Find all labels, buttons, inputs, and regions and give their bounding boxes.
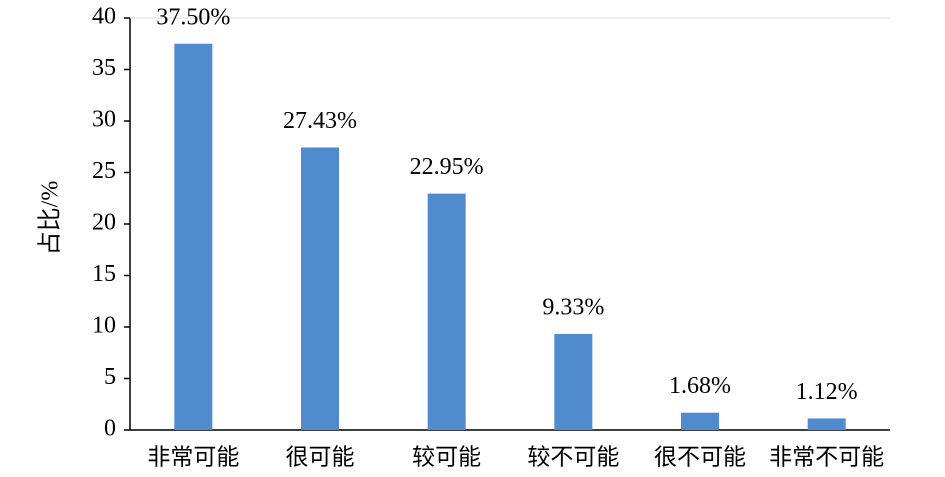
y-tick-label: 35 (92, 55, 116, 81)
value-label: 1.68% (669, 373, 731, 399)
y-tick-label: 25 (92, 158, 116, 184)
x-tick-label: 较可能 (412, 445, 481, 471)
bar (427, 193, 466, 430)
bar (301, 147, 339, 430)
bar (681, 412, 719, 430)
value-label: 1.12% (796, 379, 858, 405)
x-tick-label: 非常可能 (147, 445, 239, 471)
y-tick-label: 5 (104, 364, 116, 390)
value-label: 37.50% (156, 4, 230, 30)
x-tick-label: 很不可能 (654, 445, 746, 471)
y-axis-label: 占比/% (37, 181, 64, 256)
y-tick-label: 30 (92, 107, 116, 133)
x-tick-label: 较不可能 (527, 445, 619, 471)
x-tick-label: 非常不可能 (769, 445, 884, 471)
value-label: 9.33% (542, 294, 604, 320)
y-tick-label: 15 (92, 261, 116, 287)
x-tick-label: 很可能 (286, 445, 355, 471)
y-tick-label: 0 (104, 416, 116, 442)
value-label: 27.43% (283, 108, 357, 134)
y-tick-label: 20 (92, 210, 116, 236)
bar (174, 43, 213, 430)
bar (807, 418, 846, 430)
y-tick-label: 40 (92, 4, 116, 30)
value-label: 22.95% (410, 154, 484, 180)
bar (554, 333, 593, 430)
y-tick-label: 10 (92, 313, 116, 339)
